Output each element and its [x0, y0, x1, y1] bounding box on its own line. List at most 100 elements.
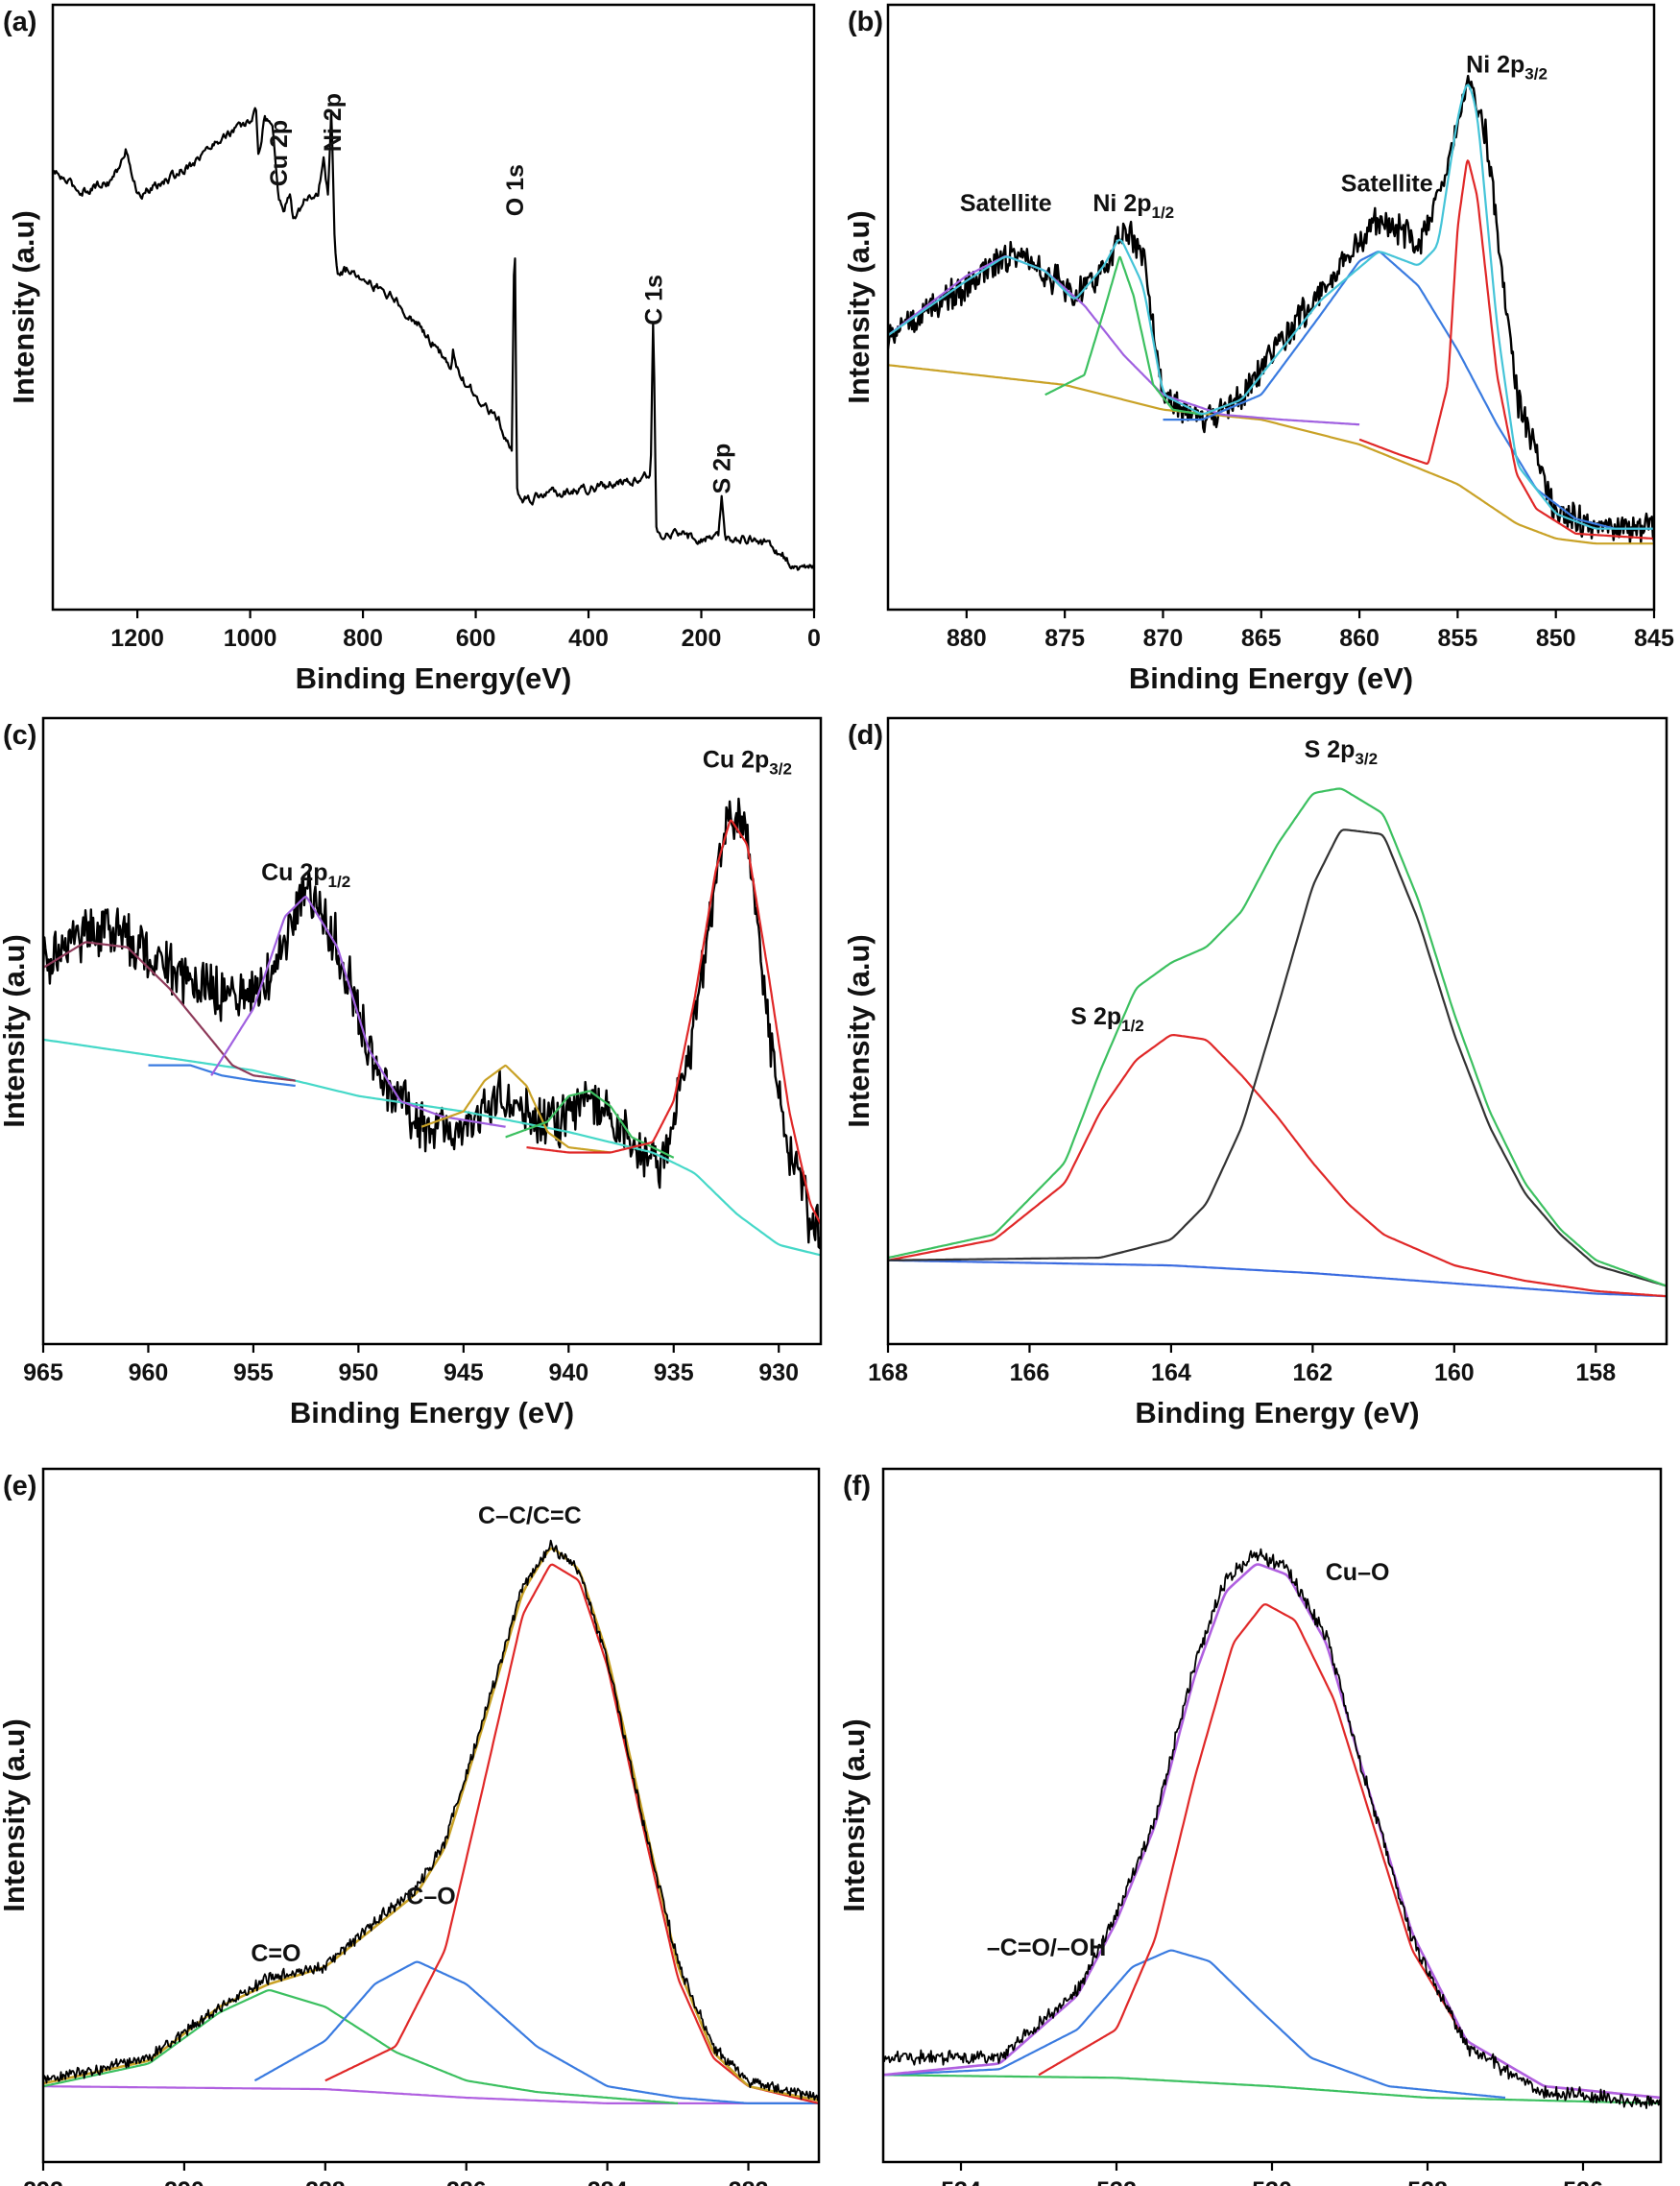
x-tick-label-d: 164	[1151, 1359, 1191, 1386]
x-tick-label-b: 865	[1241, 625, 1282, 652]
series-d-s-2p-3-2	[888, 829, 1667, 1287]
plot-area-f	[883, 1548, 1661, 2109]
x-tick-label-b: 870	[1143, 625, 1184, 652]
series-b-raw	[888, 74, 1654, 544]
panel-e: 292290288286284282Binding Energy (eV)Int…	[0, 1467, 821, 2186]
panel-label-a: (a)	[3, 7, 36, 37]
panel-f: 534532530528526Binding Energy (a.u)Inten…	[837, 1467, 1663, 2186]
series-b-ni-2p-1-2	[1044, 255, 1204, 416]
axes-frame-a	[51, 3, 816, 612]
x-tick-label-f: 534	[941, 2177, 981, 2186]
annotation-e: C–C/C=C	[478, 1502, 582, 1529]
plot-area-b	[888, 74, 1654, 545]
series-c-satellite-943	[420, 1064, 612, 1154]
annotation-d: S 2p1/2	[1070, 1003, 1143, 1035]
annotation-main: Ni 2p	[1092, 190, 1151, 217]
plot-area-d	[888, 787, 1667, 1298]
series-c-cu-2p-3-2	[526, 819, 821, 1225]
annotation-subscript: 3/2	[769, 760, 792, 779]
x-tick-label-a: 600	[456, 625, 496, 652]
x-tick-label-a: 200	[682, 625, 722, 652]
annotation-a: Ni 2p	[320, 93, 347, 152]
panel-c: 965 960 955 950 945 940 935 930 Binding Energy (…	[0, 716, 823, 1429]
x-tick-label-b: 855	[1438, 625, 1478, 652]
series-f-envelope	[883, 1563, 1661, 2100]
plot-area-a	[53, 107, 814, 571]
x-tick-label-d: 166	[1010, 1359, 1050, 1386]
annotation-b: Satellite	[1341, 170, 1433, 197]
x-tick-label-e: 290	[164, 2177, 204, 2186]
y-axis-label-f: Intensity (a.u)	[837, 1718, 871, 1912]
x-tick-label-c: 960	[129, 1359, 169, 1386]
series-b-envelope	[888, 84, 1654, 530]
x-tick-label-d: 168	[868, 1359, 908, 1386]
annotation-main: S 2p	[1070, 1003, 1121, 1030]
x-axis-label-d: Binding Energy (eV)	[1135, 1396, 1419, 1429]
annotation-subscript: 1/2	[328, 873, 351, 891]
series-d-s-2p-1-2	[888, 1034, 1667, 1298]
x-tick-label-c: 955	[233, 1359, 274, 1386]
annotation-c: Cu 2p3/2	[703, 747, 792, 779]
series-e-raw	[43, 1539, 819, 2102]
series-c-cu-2p-1-2	[210, 896, 506, 1128]
x-tick-label-b: 880	[947, 625, 987, 652]
annotation-subscript: 1/2	[1152, 204, 1175, 222]
axes-frame-b	[886, 3, 1656, 612]
series-c-peak-956	[147, 1064, 297, 1088]
x-tick-label-b: 845	[1634, 625, 1674, 652]
annotation-e: C–O	[406, 1884, 455, 1910]
annotation-b: Ni 2p3/2	[1466, 51, 1548, 83]
x-tick-label-e: 282	[729, 2177, 769, 2186]
series-e-c-o-double	[43, 1989, 679, 2104]
annotation-subscript: 1/2	[1121, 1017, 1144, 1035]
series-c-peak-962	[43, 941, 297, 1082]
x-tick-label-c: 965	[23, 1359, 63, 1386]
x-tick-label-a: 0	[807, 625, 821, 652]
series-e-c-c	[324, 1563, 819, 2104]
annotation-a: O 1s	[502, 164, 529, 216]
series-f-background	[883, 2074, 1661, 2104]
x-tick-label-e: 284	[588, 2177, 628, 2186]
y-axis-label-d: Intensity (a.u)	[842, 934, 876, 1128]
series-a-survey	[53, 107, 814, 571]
series-f-raw	[883, 1548, 1661, 2109]
annotation-b: Ni 2p1/2	[1092, 190, 1174, 222]
y-axis-label-b: Intensity (a.u)	[842, 210, 876, 404]
x-tick-label-a: 1000	[224, 625, 277, 652]
series-b-ni-2p-3-2	[1358, 159, 1654, 540]
annotation-subscript: 3/2	[1524, 64, 1548, 83]
x-tick-label-a: 400	[568, 625, 609, 652]
x-tick-label-a: 800	[343, 625, 383, 652]
annotation-f: –C=O/–OH	[987, 1934, 1106, 1961]
annotation-subscript: 3/2	[1355, 750, 1378, 768]
x-tick-label-c: 935	[654, 1359, 694, 1386]
x-tick-label-b: 875	[1044, 625, 1085, 652]
x-tick-label-d: 158	[1575, 1359, 1616, 1386]
annotation-c: Cu 2p1/2	[261, 859, 350, 891]
annotation-a: Cu 2p	[266, 120, 293, 186]
panel-label-c: (c)	[3, 720, 36, 751]
x-tick-label-c: 950	[339, 1359, 379, 1386]
annotation-e: C=O	[251, 1940, 300, 1967]
x-tick-label-e: 286	[446, 2177, 487, 2186]
x-tick-label-b: 860	[1339, 625, 1380, 652]
series-b-background	[888, 364, 1654, 545]
x-tick-label-f: 526	[1563, 2177, 1603, 2186]
annotation-f: Cu–O	[1326, 1559, 1390, 1586]
series-e-c-o-single	[253, 1960, 819, 2104]
annotation-d: S 2p3/2	[1305, 736, 1378, 768]
panel-d: 168 166 164 162 160 158 Binding Energy (eV) Int…	[842, 716, 1668, 1429]
x-tick-label-d: 162	[1293, 1359, 1333, 1386]
series-d-background	[888, 1259, 1667, 1298]
x-tick-label-f: 532	[1096, 2177, 1137, 2186]
y-axis-label-a: Intensity (a.u)	[7, 210, 40, 404]
x-axis-label-b: Binding Energy (eV)	[1129, 661, 1413, 695]
annotation-a: S 2p	[709, 444, 736, 494]
x-tick-label-a: 1200	[110, 625, 164, 652]
series-f-cu-o	[1038, 1603, 1661, 2100]
x-axis-label-c: Binding Energy (eV)	[290, 1396, 574, 1429]
axes-frame-c	[41, 716, 823, 1346]
x-tick-label-e: 288	[305, 2177, 346, 2186]
x-tick-label-c: 930	[758, 1359, 799, 1386]
